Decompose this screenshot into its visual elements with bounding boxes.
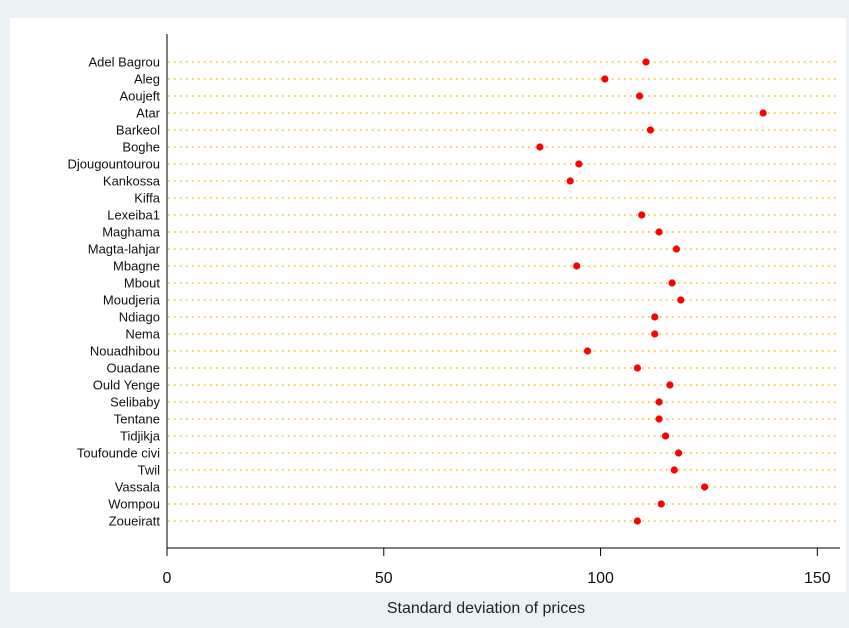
category-label: Mbagne xyxy=(113,259,160,274)
x-axis-title: Standard deviation of prices xyxy=(387,600,585,617)
data-point xyxy=(701,483,709,491)
data-markers xyxy=(536,58,767,525)
data-point xyxy=(646,126,655,134)
data-point xyxy=(566,177,574,185)
category-label: Kiffa xyxy=(134,191,161,206)
data-point xyxy=(583,347,592,355)
category-label: Zoueiratt xyxy=(109,514,161,529)
category-label: Selibaby xyxy=(110,395,160,410)
category-label: Moudjeria xyxy=(103,293,161,308)
category-label: Adel Bagrou xyxy=(88,55,160,70)
data-point xyxy=(633,517,642,525)
category-label: Aleg xyxy=(134,72,160,87)
category-label: Nema xyxy=(125,327,160,342)
category-label: Mbout xyxy=(124,276,161,291)
category-label: Barkeol xyxy=(116,123,160,138)
category-label: Maghama xyxy=(102,225,161,240)
category-label: Boghe xyxy=(122,140,160,155)
data-point xyxy=(655,415,663,423)
category-label: Twil xyxy=(138,463,161,478)
data-point xyxy=(573,262,581,270)
data-point xyxy=(661,432,670,440)
data-point xyxy=(668,279,676,287)
category-label: Toufounde civi xyxy=(77,446,160,461)
data-point xyxy=(655,228,663,236)
guide-lines xyxy=(168,61,839,522)
data-point xyxy=(657,500,665,508)
data-point xyxy=(575,160,583,168)
data-point xyxy=(651,330,659,338)
category-label: Ndiago xyxy=(119,310,160,325)
data-point xyxy=(759,109,767,117)
category-label: Magta-lahjar xyxy=(88,242,161,257)
category-label: Tidjikja xyxy=(120,429,161,444)
data-point xyxy=(642,58,650,66)
category-label: Lexeiba1 xyxy=(107,208,160,223)
data-point xyxy=(672,245,681,253)
x-tick-label: 0 xyxy=(163,570,172,587)
category-label: Atar xyxy=(136,106,161,121)
data-point xyxy=(666,381,674,389)
category-label: Ouadane xyxy=(107,361,161,376)
data-point xyxy=(670,466,678,474)
category-label: Tentane xyxy=(114,412,160,427)
category-label: Ould Yenge xyxy=(93,378,160,393)
data-point xyxy=(633,364,642,372)
category-label: Djougountourou xyxy=(67,157,160,172)
category-label: Wompou xyxy=(108,497,160,512)
plot-area xyxy=(10,18,846,592)
data-point xyxy=(638,211,646,219)
x-tick-label: 150 xyxy=(804,570,831,587)
category-label: Kankossa xyxy=(103,174,161,189)
data-point xyxy=(674,449,683,457)
category-label: Vassala xyxy=(115,480,161,495)
x-tick-label: 100 xyxy=(587,570,614,587)
x-ticks: 0 50 100 150 xyxy=(163,548,831,587)
data-point xyxy=(601,75,609,83)
data-point xyxy=(635,92,644,100)
data-point xyxy=(536,143,544,151)
category-label: Aoujeft xyxy=(120,89,161,104)
x-tick-label: 50 xyxy=(375,570,393,587)
category-label: Nouadhibou xyxy=(90,344,160,359)
data-point xyxy=(651,313,659,321)
axes xyxy=(166,34,840,549)
data-point xyxy=(677,296,685,304)
data-point xyxy=(655,398,663,406)
category-labels: Adel Bagrou Aleg Aoujeft Atar Barkeol Boghe Dj… xyxy=(67,55,160,529)
